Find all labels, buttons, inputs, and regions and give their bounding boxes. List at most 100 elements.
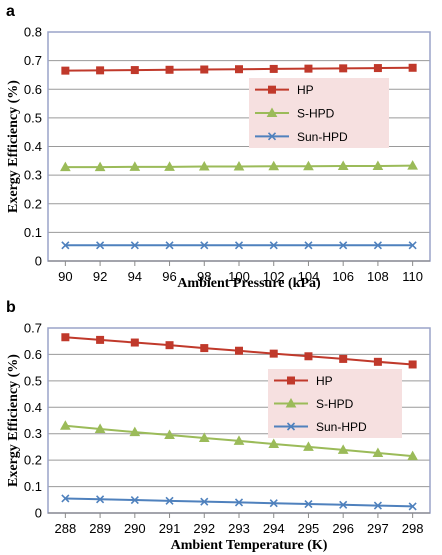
legend-marker [267,132,277,141]
data-point [304,499,313,509]
data-point [164,161,175,171]
data-point [408,502,417,511]
x-tick-label: 100 [228,269,250,284]
data-point [165,241,174,250]
series-S-HPD [60,160,418,172]
y-tick-label: 0.4 [24,139,42,154]
x-axis-title: Ambient Temperature (K) [171,538,328,553]
chart-panel-b: b 0 0.1 0.2 0.3 0.4 0.5 0.6 0.7 288 289 290 291 292 29… [6,299,431,553]
x-tick-label: 90 [58,269,72,284]
series-Sun-HPD [61,494,417,511]
legend: HP S-HPD Sun-HPD [268,369,402,438]
data-point [407,450,418,461]
series-HP [61,63,417,75]
legend-label: S-HPD [316,397,354,411]
data-point [303,441,314,451]
y-tick-label: 0.3 [24,426,42,441]
data-point [96,241,105,250]
data-point [198,432,210,442]
x-tick-label: 108 [367,269,389,284]
y-axis-title: Exergy Efficiency (%) [6,80,21,213]
y-tick-label: 0.8 [24,25,42,40]
data-point [269,241,278,250]
legend: HP S-HPD Sun-HPD [249,78,389,148]
data-point [200,497,209,506]
x-axis-title: Ambient Pressure (kPa) [177,276,321,291]
x-tick-label: 110 [402,269,423,284]
data-point [339,354,348,363]
legend-label: HP [316,374,333,388]
data-point [408,241,417,250]
series-S-HPD [60,420,418,461]
data-point [61,66,70,75]
y-tick-label: 0 [35,254,42,269]
data-point [373,501,382,510]
y-tick-label: 0.1 [24,225,42,240]
data-point [235,346,243,355]
data-point [339,64,348,73]
y-tick-label: 0.7 [24,321,42,336]
data-point [372,160,384,170]
data-point [165,65,174,74]
data-point [60,161,71,172]
data-point [373,241,382,250]
chart-panel-a: a 0 0.1 0.2 0.3 0.4 0.5 0.6 0.7 0.8 90 92 94 96 98 100 1… [6,3,431,291]
data-point [96,495,105,504]
data-point [165,341,174,350]
x-tick-label: 294 [263,521,285,536]
data-point [130,338,139,347]
x-tick-label: 102 [263,269,285,284]
data-point [94,161,106,172]
series-HP [61,333,417,369]
y-axis-title: Exergy Efficiency (%) [6,354,21,487]
data-point [304,64,313,73]
data-point [372,447,384,458]
y-tick-label: 0.1 [24,479,42,494]
data-point [129,161,141,171]
data-point [96,335,105,344]
x-tick-label: 106 [332,269,354,284]
data-point [268,160,280,171]
data-point [269,349,278,358]
y-tick-label: 0.2 [24,196,42,211]
data-point [304,352,313,361]
data-point [303,160,314,171]
legend-marker [287,376,295,385]
y-tick-label: 0.3 [24,168,42,183]
data-point [130,495,139,505]
data-point [233,161,245,171]
x-tick-label: 293 [228,521,250,536]
data-point [94,423,106,433]
data-point [373,357,382,366]
panel-label: a [6,3,15,20]
data-point [269,64,278,73]
x-tick-label: 298 [402,521,424,536]
x-tick-label: 291 [159,521,181,536]
data-point [234,498,244,507]
data-point [129,426,141,437]
data-point [337,444,349,454]
data-point [268,438,280,449]
data-point [61,333,70,342]
legend-marker [268,85,276,94]
data-point [339,241,348,250]
data-point [200,344,209,353]
data-point [337,160,349,170]
legend-marker [286,422,296,431]
data-point [304,241,313,250]
x-tick-label: 295 [298,521,320,536]
y-tick-label: 0.6 [24,82,42,97]
panel-label: b [6,299,16,316]
y-tick-label: 0.4 [24,400,42,415]
data-point [407,160,418,170]
data-point [96,66,105,75]
data-point [373,64,382,73]
x-tick-label: 288 [55,521,77,536]
x-tick-label: 292 [193,521,215,536]
x-tick-label: 104 [298,269,320,284]
y-tick-label: 0.5 [24,110,42,125]
x-tick-label: 297 [367,521,389,536]
data-point [233,435,245,445]
x-tick-label: 289 [89,521,111,536]
